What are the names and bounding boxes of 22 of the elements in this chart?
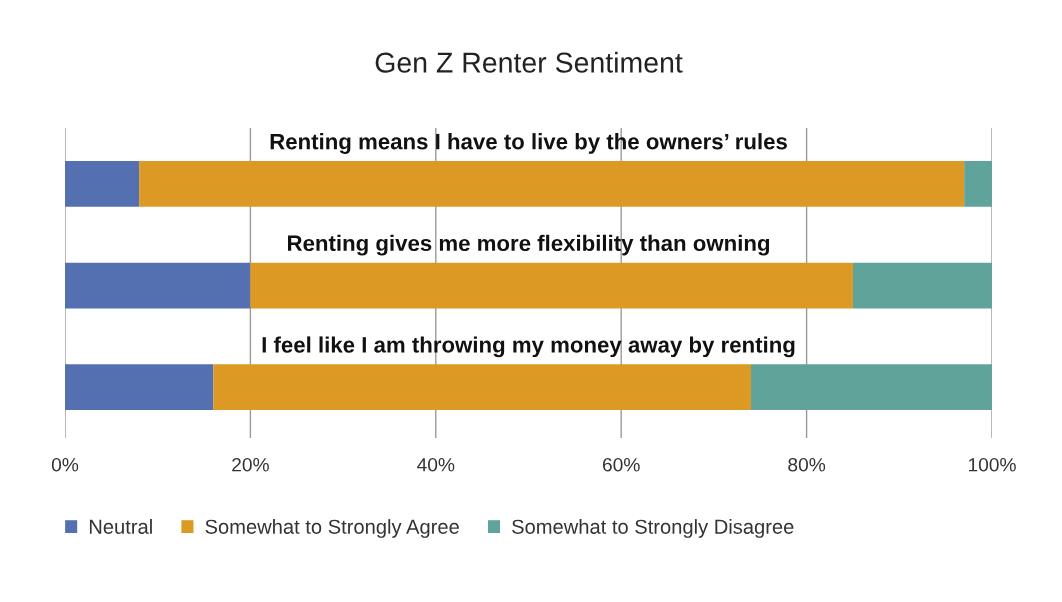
legend-label: Somewhat to Strongly Disagree	[512, 519, 794, 538]
chart-title: Gen Z Renter Sentiment	[375, 51, 683, 73]
bar	[750, 364, 992, 411]
bar	[139, 161, 965, 207]
x-tick-label: 60%	[602, 457, 640, 472]
legend-label: Neutral	[89, 519, 152, 534]
y-tick-label: I feel like I am throwing my money away by renting	[262, 336, 795, 358]
x-tick-label: 40%	[417, 457, 455, 472]
x-tick-label: 20%	[232, 457, 269, 472]
bar	[250, 262, 853, 309]
x-tick-label: 0%	[51, 457, 79, 472]
x-tick-label: 100%	[968, 457, 1016, 472]
bar	[65, 262, 251, 309]
bar	[213, 364, 751, 411]
y-tick-label: Renting means I have to live by the owners’ rules	[270, 133, 787, 154]
y-tick-label: Renting gives me more flexibility than owning	[287, 234, 770, 256]
bar	[852, 262, 992, 309]
bar	[65, 161, 140, 207]
bar	[65, 364, 214, 411]
x-tick-label: 80%	[788, 457, 826, 472]
legend-label: Somewhat to Strongly Agree	[205, 519, 459, 538]
bar	[964, 161, 992, 207]
